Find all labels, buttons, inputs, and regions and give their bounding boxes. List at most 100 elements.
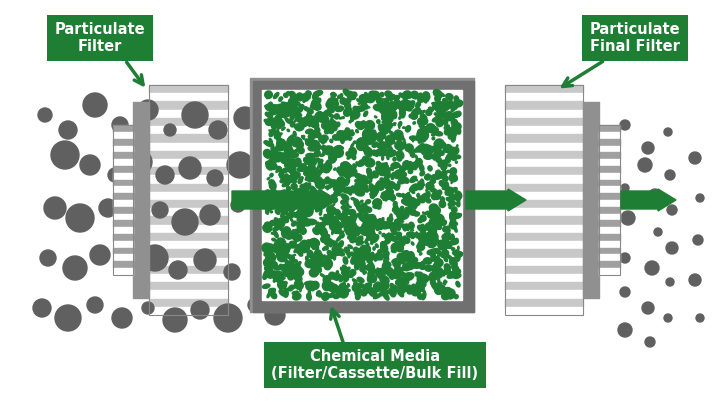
Ellipse shape — [438, 259, 443, 265]
Ellipse shape — [397, 216, 402, 224]
Ellipse shape — [387, 217, 392, 222]
Ellipse shape — [274, 93, 279, 99]
Ellipse shape — [403, 161, 409, 166]
Ellipse shape — [395, 142, 403, 150]
Ellipse shape — [407, 146, 409, 148]
Ellipse shape — [364, 111, 368, 116]
Ellipse shape — [410, 152, 415, 157]
Ellipse shape — [384, 270, 387, 272]
Ellipse shape — [330, 146, 333, 148]
Bar — [505, 216, 582, 224]
Ellipse shape — [433, 102, 436, 109]
Ellipse shape — [367, 274, 373, 282]
Ellipse shape — [343, 276, 347, 280]
Bar — [149, 216, 228, 224]
Ellipse shape — [385, 91, 392, 97]
Ellipse shape — [333, 180, 337, 185]
Ellipse shape — [297, 145, 301, 147]
Ellipse shape — [264, 225, 270, 231]
Ellipse shape — [336, 220, 339, 223]
Ellipse shape — [454, 213, 461, 218]
Ellipse shape — [371, 91, 379, 100]
Ellipse shape — [288, 204, 295, 212]
Ellipse shape — [454, 195, 460, 200]
Ellipse shape — [436, 214, 443, 221]
Ellipse shape — [390, 287, 397, 294]
Ellipse shape — [446, 127, 452, 135]
Ellipse shape — [410, 169, 413, 172]
Circle shape — [179, 157, 201, 179]
Ellipse shape — [409, 222, 414, 229]
Ellipse shape — [432, 238, 436, 242]
Ellipse shape — [415, 199, 419, 203]
Ellipse shape — [315, 206, 320, 212]
Ellipse shape — [378, 98, 381, 100]
Ellipse shape — [386, 235, 390, 238]
Ellipse shape — [448, 202, 456, 206]
Ellipse shape — [266, 161, 274, 170]
Ellipse shape — [417, 137, 423, 141]
Ellipse shape — [432, 265, 440, 273]
Ellipse shape — [281, 102, 287, 107]
Ellipse shape — [445, 154, 451, 163]
Ellipse shape — [432, 148, 438, 152]
Ellipse shape — [296, 285, 300, 289]
Ellipse shape — [274, 108, 278, 112]
Ellipse shape — [275, 116, 281, 122]
Ellipse shape — [341, 147, 343, 149]
Ellipse shape — [272, 160, 274, 163]
Ellipse shape — [294, 120, 296, 122]
Ellipse shape — [431, 227, 433, 229]
Ellipse shape — [284, 161, 291, 167]
Ellipse shape — [315, 224, 320, 230]
Ellipse shape — [332, 232, 333, 235]
Ellipse shape — [382, 195, 385, 198]
Ellipse shape — [429, 232, 438, 241]
Ellipse shape — [427, 124, 433, 130]
Bar — [505, 307, 582, 315]
Ellipse shape — [399, 291, 404, 297]
Ellipse shape — [279, 119, 281, 121]
Ellipse shape — [383, 242, 387, 245]
Ellipse shape — [331, 240, 333, 243]
Ellipse shape — [272, 290, 275, 293]
Ellipse shape — [395, 224, 400, 231]
Ellipse shape — [449, 99, 452, 103]
Ellipse shape — [392, 250, 396, 253]
Ellipse shape — [307, 174, 315, 179]
Ellipse shape — [296, 125, 303, 131]
Ellipse shape — [331, 205, 333, 207]
Ellipse shape — [339, 148, 342, 152]
Ellipse shape — [361, 287, 368, 295]
Ellipse shape — [388, 237, 392, 240]
Ellipse shape — [413, 263, 417, 267]
Ellipse shape — [355, 265, 358, 268]
Ellipse shape — [436, 92, 442, 96]
Ellipse shape — [384, 190, 390, 194]
Ellipse shape — [413, 204, 417, 208]
Ellipse shape — [323, 236, 325, 239]
Ellipse shape — [297, 168, 305, 171]
Ellipse shape — [387, 94, 395, 100]
Ellipse shape — [386, 251, 389, 256]
Ellipse shape — [406, 95, 408, 97]
Ellipse shape — [451, 248, 454, 250]
Ellipse shape — [320, 228, 323, 234]
Ellipse shape — [361, 293, 364, 295]
Ellipse shape — [412, 263, 422, 268]
Ellipse shape — [436, 140, 441, 145]
Ellipse shape — [330, 150, 336, 158]
Ellipse shape — [313, 166, 317, 171]
Ellipse shape — [274, 278, 276, 281]
Ellipse shape — [297, 282, 300, 289]
Ellipse shape — [438, 278, 440, 283]
Ellipse shape — [276, 218, 284, 228]
Ellipse shape — [384, 178, 388, 184]
Ellipse shape — [333, 145, 343, 153]
Ellipse shape — [433, 193, 441, 199]
Ellipse shape — [399, 150, 402, 153]
Ellipse shape — [402, 193, 405, 199]
Ellipse shape — [345, 103, 349, 110]
Ellipse shape — [305, 219, 312, 225]
Ellipse shape — [283, 268, 284, 271]
